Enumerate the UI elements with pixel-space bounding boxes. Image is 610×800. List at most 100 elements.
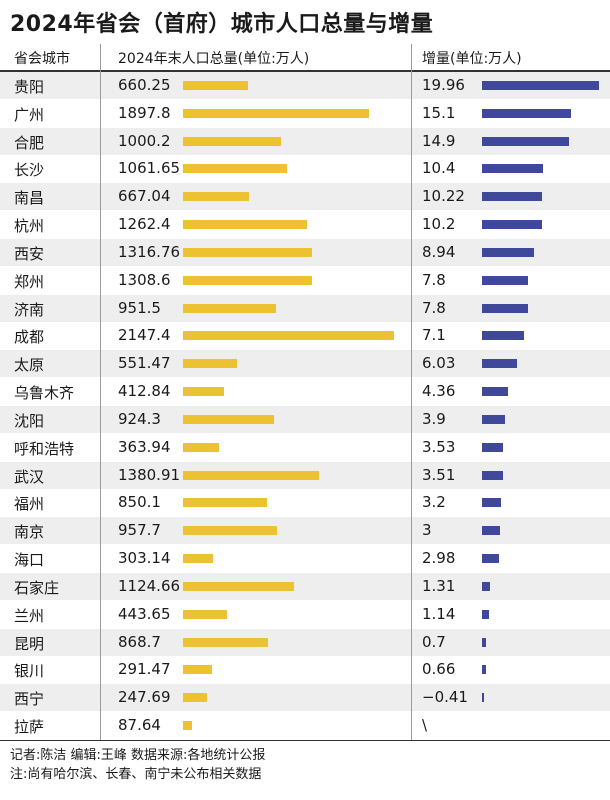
table-row: 南昌 667.04 10.22 [0, 183, 610, 211]
increase-bar [482, 108, 571, 118]
table-row: 西宁 247.69 −0.41 [0, 684, 610, 712]
increase-bar [482, 164, 543, 174]
population-bar [183, 721, 192, 731]
population-value-label: 1897.8 [118, 103, 171, 122]
category-label: 拉萨 [14, 718, 45, 737]
increase-value-label: 3.2 [422, 493, 446, 512]
increase-value-label: 10.2 [422, 215, 456, 234]
table-row: 长沙 1061.65 10.4 [0, 155, 610, 182]
increase-value-label: 3.51 [422, 465, 456, 484]
category-label: 昆明 [14, 634, 45, 653]
population-bar [183, 665, 212, 675]
increase-value-label: \ [422, 716, 428, 735]
population-bar [183, 442, 219, 452]
increase-value-label: 2.98 [422, 549, 456, 568]
table-row: 石家庄 1124.66 1.31 [0, 572, 610, 600]
population-value-label: 850.1 [118, 493, 161, 512]
increase-bar [482, 192, 542, 202]
increase-bar [482, 526, 500, 536]
table-row: 郑州 1308.6 7.8 [0, 267, 610, 294]
header-population: 2024年末人口总量(单位:万人) [118, 51, 310, 67]
population-value-label: 551.47 [118, 354, 171, 373]
increase-value-label: 15.1 [422, 103, 456, 122]
increase-value-label: 3 [422, 521, 432, 540]
increase-value-label: 4.36 [422, 382, 456, 401]
population-value-label: 660.25 [118, 76, 171, 94]
population-bar [183, 414, 274, 424]
population-bar [183, 470, 319, 480]
population-bar [183, 498, 267, 508]
increase-value-label: 7.8 [422, 270, 446, 289]
footer-note: 注:尚有哈尔滨、长春、南宁未公布相关数据 [10, 767, 262, 782]
population-bar [183, 164, 288, 174]
population-bar [183, 359, 238, 369]
population-bar [183, 331, 394, 341]
population-bar [183, 81, 248, 90]
category-label: 石家庄 [14, 578, 60, 597]
category-label: 兰州 [14, 606, 45, 625]
header-increase: 增量(单位:万人) [422, 51, 522, 67]
category-label: 武汉 [14, 467, 45, 486]
increase-value-label: 3.9 [422, 409, 446, 428]
category-label: 西安 [14, 244, 45, 263]
table-row: 贵阳 660.25 19.96 [0, 72, 610, 99]
increase-value-label: 0.66 [422, 660, 456, 679]
population-value-label: 1000.2 [118, 131, 171, 150]
population-value-label: 87.64 [118, 716, 161, 735]
increase-value-label: 10.22 [422, 187, 465, 206]
increase-value-label: 1.14 [422, 604, 456, 623]
population-bar [183, 387, 224, 397]
population-bar [183, 526, 278, 536]
increase-bar [482, 498, 501, 508]
increase-bar [482, 247, 535, 257]
increase-bar [482, 81, 599, 90]
population-value-label: 247.69 [118, 688, 171, 707]
population-value-label: 1124.66 [118, 576, 181, 595]
chart-title: 2024年省会（首府）城市人口总量与增量 [10, 12, 434, 37]
increase-value-label: 6.03 [422, 354, 456, 373]
increase-bar [482, 359, 518, 369]
increase-bar [482, 136, 570, 146]
population-bar [183, 609, 227, 619]
increase-bar [482, 387, 508, 397]
population-value-label: 1061.65 [118, 159, 181, 178]
table-row: 银川 291.47 0.66 [0, 656, 610, 683]
population-bar [183, 108, 370, 118]
increase-bar [482, 609, 489, 619]
category-label: 广州 [14, 105, 45, 124]
table-row: 广州 1897.8 15.1 [0, 100, 610, 127]
category-label: 合肥 [14, 133, 45, 152]
population-value-label: 957.7 [118, 521, 161, 540]
population-value-label: 1308.6 [118, 270, 171, 289]
population-value-label: 303.14 [118, 549, 171, 568]
table-row: 福州 850.1 3.2 [0, 489, 610, 516]
increase-value-label: 19.96 [422, 76, 465, 94]
increase-value-label: 0.7 [422, 632, 446, 651]
population-bar [183, 247, 313, 257]
population-bar [183, 693, 208, 703]
population-bar [183, 275, 312, 285]
population-bar [183, 637, 269, 647]
increase-bar [482, 581, 490, 591]
increase-bar [482, 665, 486, 675]
footer-rule [0, 740, 610, 741]
population-bar [183, 192, 249, 202]
category-label: 太原 [14, 356, 45, 375]
category-label: 杭州 [14, 217, 45, 236]
increase-bar [482, 303, 528, 313]
table-row: 济南 951.5 7.8 [0, 294, 610, 322]
table-row: 昆明 868.7 0.7 [0, 628, 610, 656]
category-label: 长沙 [14, 161, 45, 180]
population-value-label: 667.04 [118, 187, 171, 206]
population-bar [183, 581, 294, 591]
increase-bar [482, 693, 485, 703]
increase-bar [482, 220, 542, 230]
header-rule [0, 70, 610, 72]
category-label: 海口 [14, 551, 45, 570]
table-row: 拉萨 87.64 \ [0, 712, 610, 739]
table-row: 太原 551.47 6.03 [0, 350, 610, 378]
increase-bar [482, 442, 503, 452]
table-row: 南京 957.7 3 [0, 517, 610, 545]
increase-bar [482, 331, 524, 341]
table-row: 成都 2147.4 7.1 [0, 322, 610, 349]
